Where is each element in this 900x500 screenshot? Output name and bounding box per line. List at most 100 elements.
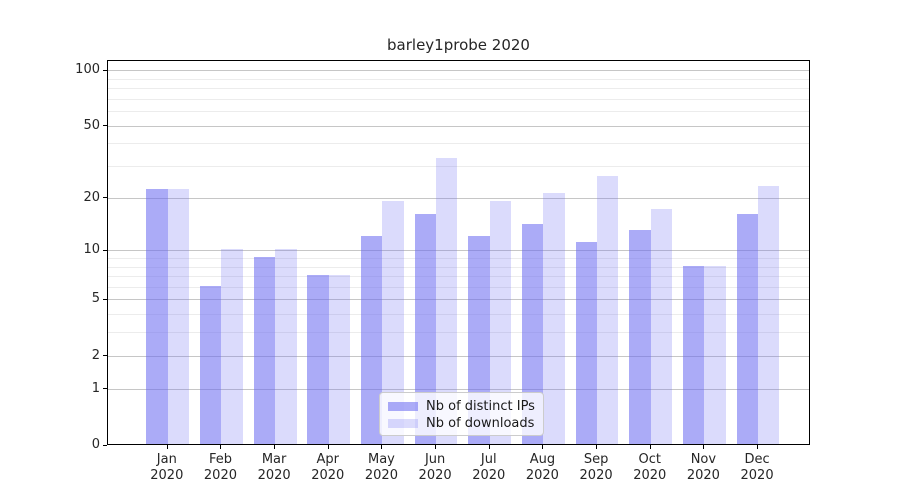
x-tick-label: Nov 2020 xyxy=(673,452,733,484)
x-tick-year: 2020 xyxy=(686,468,720,483)
x-tick-label: Oct 2020 xyxy=(620,452,680,484)
major-gridline xyxy=(108,388,809,390)
bar-aug-downloads xyxy=(543,192,565,444)
legend-entry-distinct-ips: Nb of distinct IPs xyxy=(388,398,535,415)
x-tick-label: Dec 2020 xyxy=(727,452,787,484)
major-gridline xyxy=(108,125,809,127)
x-tick-mark xyxy=(649,445,651,449)
x-tick-mark xyxy=(435,445,437,449)
x-tick-year: 2020 xyxy=(364,468,398,483)
x-tick-year: 2020 xyxy=(472,468,506,483)
bar-sep-distinct-ips xyxy=(575,242,598,444)
bar-dec-distinct-ips xyxy=(736,213,759,444)
x-tick-label: Aug 2020 xyxy=(512,452,572,484)
y-tick-mark xyxy=(103,388,107,390)
x-tick-mark xyxy=(274,445,276,449)
x-tick-year: 2020 xyxy=(740,468,774,483)
bar-mar-downloads xyxy=(275,249,297,444)
x-tick-mark xyxy=(757,445,759,449)
y-tick-mark xyxy=(103,125,107,127)
x-tick-mark xyxy=(596,445,598,449)
bar-may-downloads xyxy=(382,200,404,444)
y-tick-mark xyxy=(103,355,107,357)
x-tick-year: 2020 xyxy=(579,468,613,483)
bar-oct-distinct-ips xyxy=(629,229,651,444)
legend: Nb of distinct IPs Nb of downloads xyxy=(379,392,544,436)
legend-entry-downloads: Nb of downloads xyxy=(388,415,534,432)
minor-gridline xyxy=(108,266,809,268)
y-tick-label: 1 xyxy=(91,380,100,396)
chart-title: barley1probe 2020 xyxy=(387,36,530,54)
bar-mar-distinct-ips xyxy=(253,257,276,444)
bar-jun-downloads xyxy=(436,157,458,444)
minor-gridline xyxy=(108,276,809,278)
x-tick-mark xyxy=(327,445,329,449)
bar-apr-downloads xyxy=(328,275,351,444)
bar-jul-distinct-ips xyxy=(468,235,490,444)
y-tick-mark xyxy=(103,444,107,446)
y-tick-mark xyxy=(103,298,107,300)
bar-nov-distinct-ips xyxy=(683,265,705,444)
bar-feb-distinct-ips xyxy=(200,285,222,444)
major-gridline xyxy=(108,355,809,357)
major-gridline xyxy=(108,197,809,199)
minor-gridline xyxy=(108,88,809,90)
x-tick-mark xyxy=(166,445,168,449)
minor-gridline xyxy=(108,98,809,100)
y-tick-mark xyxy=(103,249,107,251)
minor-gridline xyxy=(108,78,809,80)
legend-swatch-distinct-ips xyxy=(388,402,418,411)
y-tick-mark xyxy=(103,69,107,71)
minor-gridline xyxy=(108,332,809,334)
y-tick-label: 5 xyxy=(91,291,100,307)
legend-swatch-downloads xyxy=(388,419,418,428)
bar-aug-distinct-ips xyxy=(522,224,544,444)
x-tick-label: Feb 2020 xyxy=(190,452,250,484)
minor-gridline xyxy=(108,143,809,145)
x-tick-year: 2020 xyxy=(203,468,237,483)
bar-jan-distinct-ips xyxy=(146,189,168,444)
x-tick-label: Jul 2020 xyxy=(459,452,519,484)
x-tick-year: 2020 xyxy=(311,468,345,483)
x-tick-year: 2020 xyxy=(418,468,452,483)
x-tick-label: Mar 2020 xyxy=(244,452,304,484)
x-tick-label: May 2020 xyxy=(351,452,411,484)
y-tick-label: 100 xyxy=(75,62,100,78)
bar-jun-distinct-ips xyxy=(414,213,437,444)
minor-gridline xyxy=(108,111,809,113)
major-gridline xyxy=(108,299,809,301)
bar-feb-downloads xyxy=(221,249,243,444)
minor-gridline xyxy=(108,286,809,288)
bar-jan-downloads xyxy=(167,189,190,444)
major-gridline xyxy=(108,250,809,252)
x-tick-label: Jan 2020 xyxy=(137,452,197,484)
x-tick-year: 2020 xyxy=(525,468,559,483)
minor-gridline xyxy=(108,314,809,316)
plot-area: Nb of distinct IPs Nb of downloads xyxy=(107,60,810,445)
x-tick-year: 2020 xyxy=(633,468,667,483)
bar-may-distinct-ips xyxy=(361,235,383,444)
x-tick-year: 2020 xyxy=(257,468,291,483)
x-tick-year: 2020 xyxy=(150,468,184,483)
y-tick-mark xyxy=(103,197,107,199)
minor-gridline xyxy=(108,258,809,259)
x-tick-mark xyxy=(542,445,544,449)
bar-apr-distinct-ips xyxy=(307,275,329,444)
x-tick-mark xyxy=(703,445,705,449)
x-tick-mark xyxy=(381,445,383,449)
legend-label-distinct-ips: Nb of distinct IPs xyxy=(426,399,535,414)
major-gridline xyxy=(108,70,809,72)
bar-oct-downloads xyxy=(650,209,673,444)
bar-sep-downloads xyxy=(597,176,619,444)
y-tick-label: 10 xyxy=(83,242,100,258)
y-tick-label: 50 xyxy=(83,117,100,133)
bar-jul-downloads xyxy=(489,200,512,444)
x-tick-label: Apr 2020 xyxy=(298,452,358,484)
legend-label-downloads: Nb of downloads xyxy=(426,416,535,431)
minor-gridline xyxy=(108,166,809,168)
bar-dec-downloads xyxy=(758,185,780,444)
x-tick-label: Sep 2020 xyxy=(566,452,626,484)
y-tick-label: 0 xyxy=(91,437,100,452)
x-tick-mark xyxy=(220,445,222,449)
